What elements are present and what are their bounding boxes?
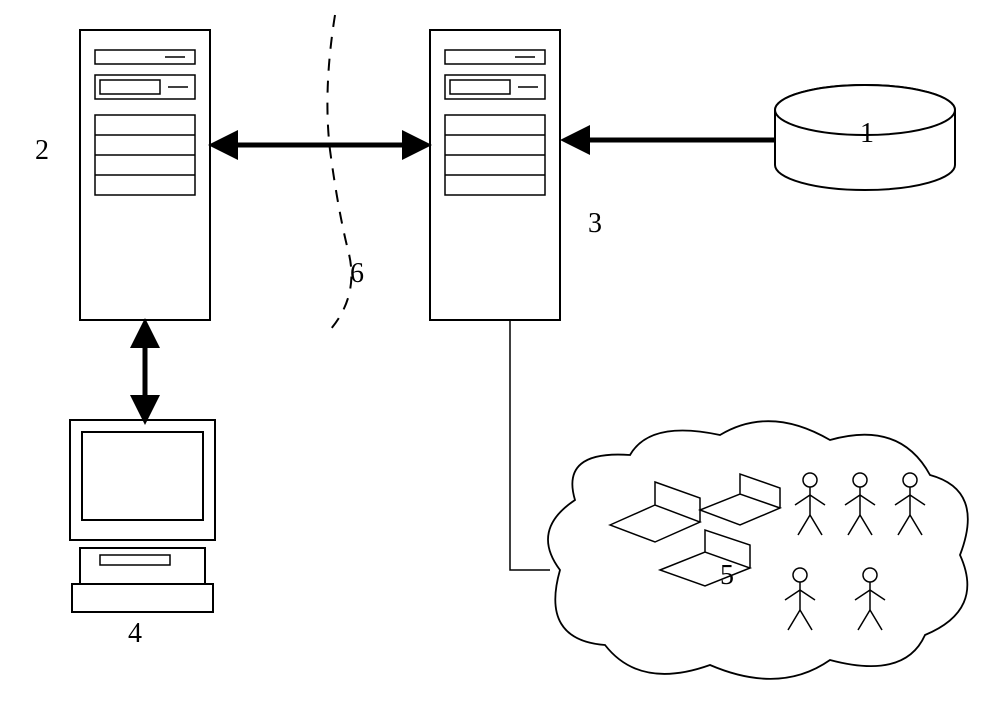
label-2: 2 [35,135,49,167]
server-left [80,30,210,320]
server-right [430,30,560,320]
diagram-canvas [0,0,1000,707]
label-6: 6 [350,258,364,290]
line-server-right-cloud [510,320,550,570]
label-3: 3 [588,208,602,240]
label-4: 4 [128,618,142,650]
label-1: 1 [860,118,874,150]
dashed-boundary [327,15,351,330]
user-cloud [548,421,968,679]
label-5: 5 [720,560,734,592]
workstation-computer [70,420,215,612]
